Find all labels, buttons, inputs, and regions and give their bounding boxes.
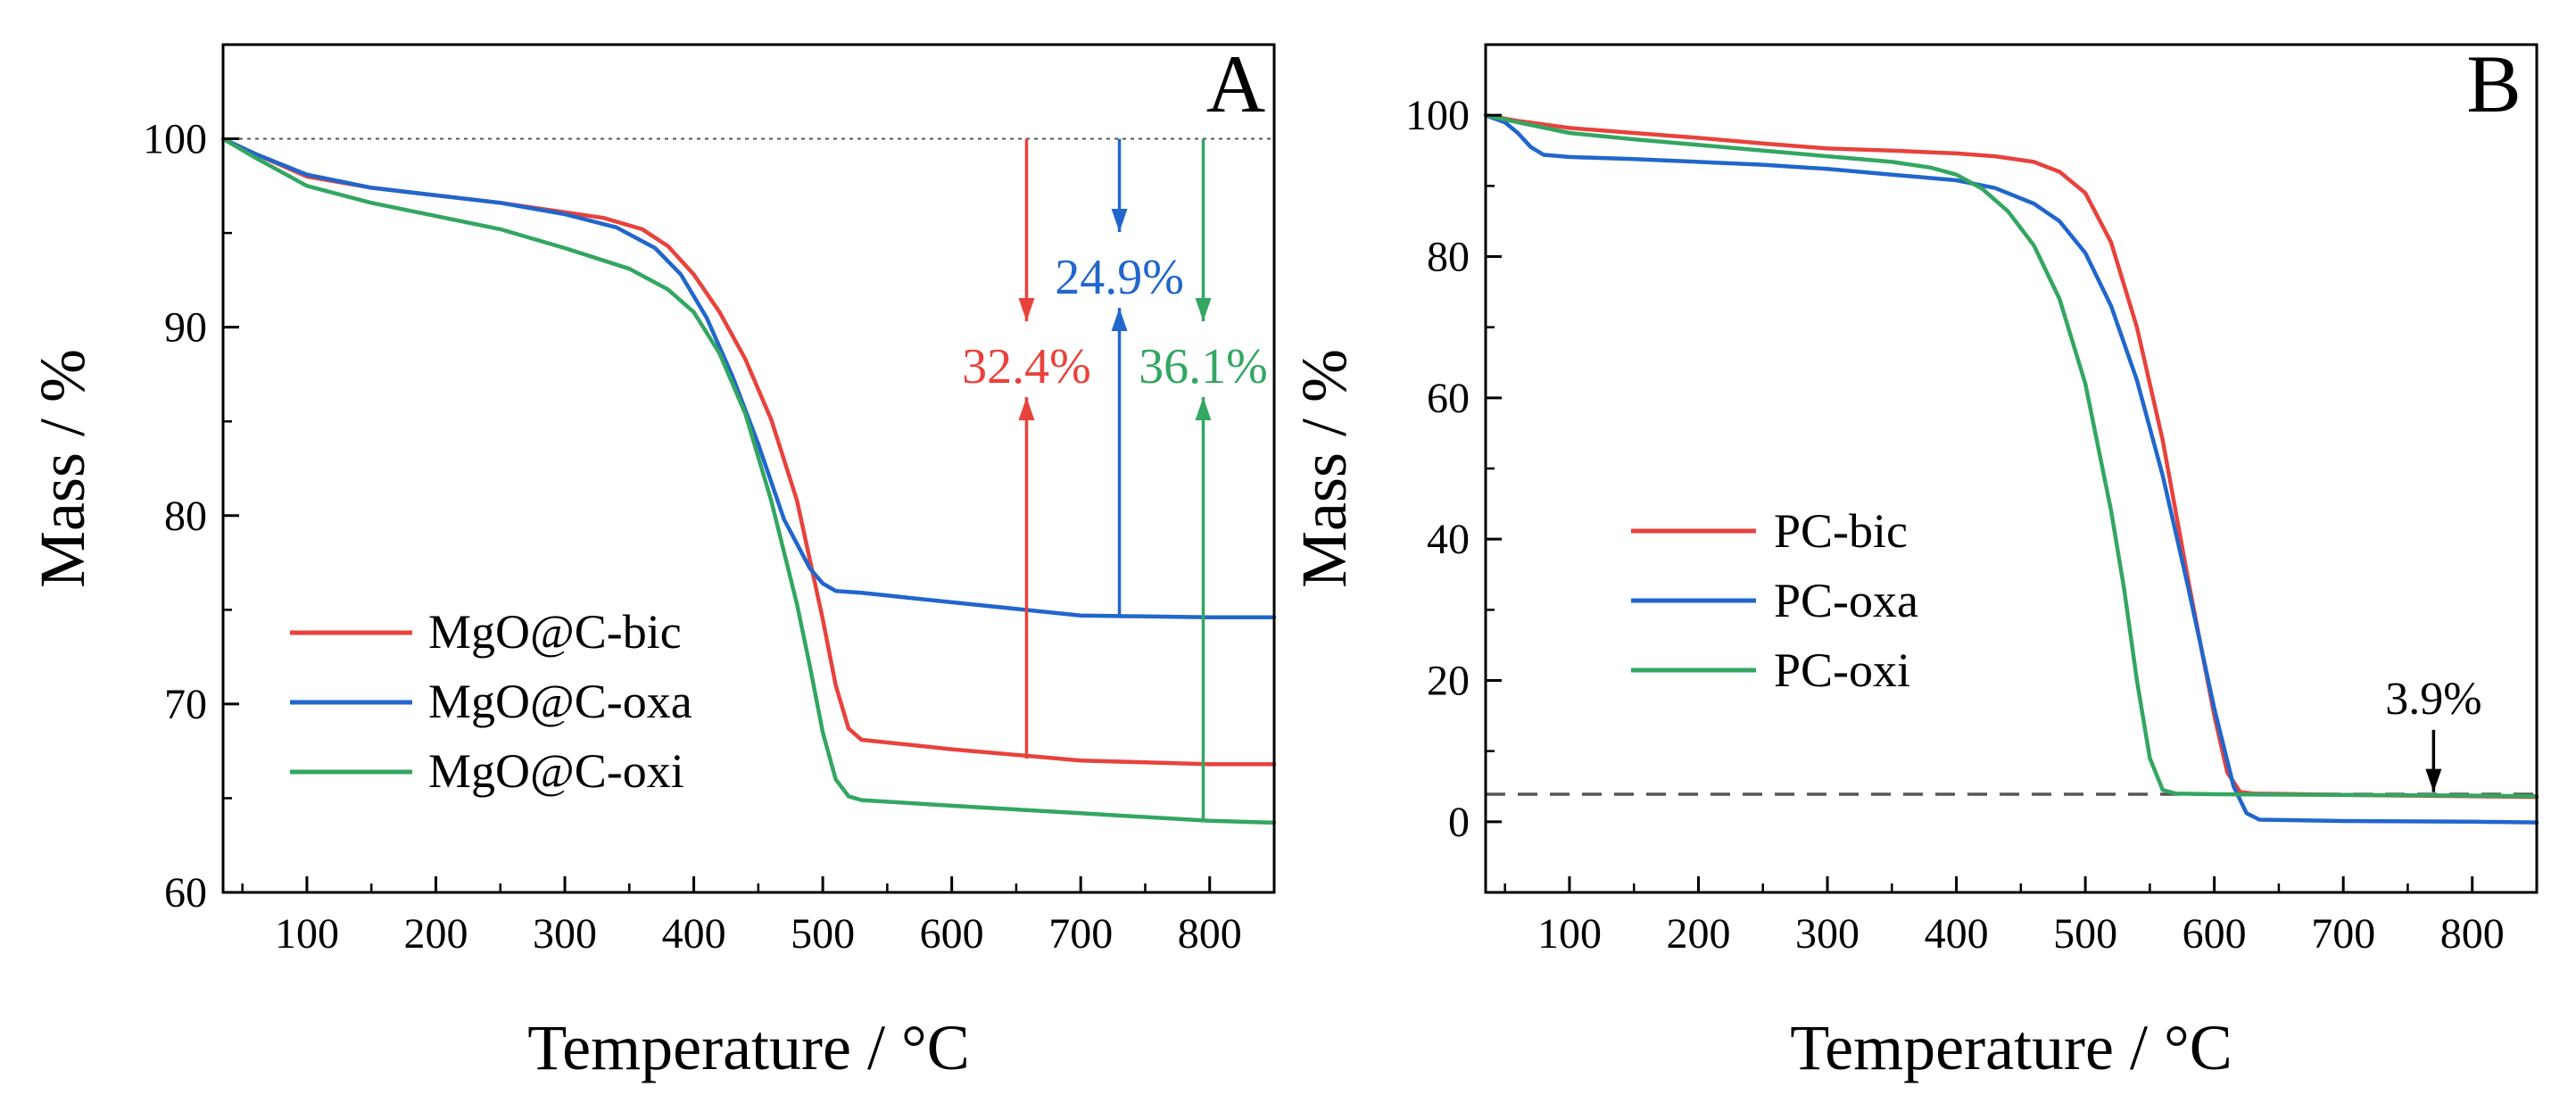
panel-b-series-layer <box>1483 112 2539 825</box>
panel-b-y-tick-label: 0 <box>1448 799 1470 846</box>
panel-a-y-tick-label: 70 <box>164 681 207 728</box>
panel-b-series-line-oxi <box>1483 112 2539 799</box>
panel-b-frame <box>1484 43 2539 894</box>
panel-b-x-tick-label: 400 <box>1925 910 1989 958</box>
panel-b-x-tick-label: 300 <box>1795 910 1860 958</box>
panel-b-ticks-layer: 100 200 300 400 500 600 700 800 0 20 40 60 80 100 <box>1405 92 2539 958</box>
panel-a-annotation-arrowhead <box>1018 397 1035 420</box>
panel-b-x-tick-label: 100 <box>1537 910 1602 958</box>
panel-a-annotation-arrowhead <box>1111 209 1128 232</box>
panel-a-legend-label-oxi: MgO@C-oxi <box>428 744 684 798</box>
panel-a-x-tick-label: 500 <box>791 910 855 958</box>
panel-a-ticks-layer: 100 200 300 400 500 600 700 800 60 70 80 90 100 <box>143 116 1276 958</box>
panel-a-x-axis-label: Temperature / °C <box>527 1012 970 1083</box>
panel-a-y-tick-label: 80 <box>164 493 207 540</box>
panel-a-x-tick-label: 300 <box>533 910 597 958</box>
panel-a-y-tick-label: 90 <box>164 304 207 352</box>
panel-a-annotation-label: 24.9% <box>1055 250 1184 305</box>
panel-b-x-tick-label: 200 <box>1666 910 1730 958</box>
panel-a-series-line-oxa <box>220 137 1277 620</box>
panel-a-legend-label-oxa: MgO@C-oxa <box>428 675 692 728</box>
panel-b-legend-label-bic: PC-bic <box>1774 504 1908 558</box>
panel-b-annotations-layer: 3.9% <box>2385 674 2482 792</box>
panel-b-y-tick-label: 60 <box>1427 375 1470 422</box>
panel-b-label: B <box>2466 38 2521 129</box>
panel-a-annotation-label: 32.4% <box>962 339 1091 394</box>
panel-b: 100 200 300 400 500 600 700 800 0 20 40 60 80 100 3.9… <box>1288 38 2539 1083</box>
panel-b-series-line-oxa <box>1483 112 2539 825</box>
panel-a-x-tick-label: 100 <box>275 910 339 958</box>
panel-b-y-tick-label: 20 <box>1427 658 1470 705</box>
panel-a-frame <box>221 43 1276 894</box>
panel-a-annotation-arrowhead <box>1111 308 1128 331</box>
panel-b-series-line-bic <box>1483 112 2539 800</box>
panel-a-legend-label-bic: MgO@C-bic <box>428 605 682 659</box>
panel-a-series-line-oxi <box>220 137 1277 825</box>
panel-a-annotation-arrowhead <box>1195 298 1212 321</box>
panel-a: 100 200 300 400 500 600 700 800 60 70 80 90 100 32.4… <box>27 38 1277 1083</box>
panel-b-annotation-arrowhead <box>2425 768 2442 792</box>
panel-b-x-axis-label: Temperature / °C <box>1790 1012 2232 1083</box>
panel-a-x-tick-label: 600 <box>920 910 984 958</box>
panel-b-x-tick-label: 600 <box>2183 910 2247 958</box>
panel-a-x-tick-label: 200 <box>403 910 468 958</box>
panel-a-y-tick-label: 60 <box>164 869 207 916</box>
panel-b-legend-label-oxi: PC-oxi <box>1774 643 1910 697</box>
panel-a-series-line-bic <box>220 137 1277 767</box>
panel-a-annotation-arrowhead <box>1018 298 1035 321</box>
panel-a-y-axis-label: Mass / % <box>27 349 98 588</box>
panel-a-legend: MgO@C-bic MgO@C-oxa MgO@C-oxi <box>290 605 692 798</box>
panel-a-y-tick-label: 100 <box>143 116 207 163</box>
panel-a-x-tick-label: 700 <box>1048 910 1113 958</box>
panel-a-annotation-arrowhead <box>1195 397 1212 420</box>
panel-a-x-tick-label: 400 <box>662 910 726 958</box>
panel-a-x-tick-label: 800 <box>1178 910 1242 958</box>
panel-a-annotation-label: 36.1% <box>1139 339 1268 394</box>
panel-a-label: A <box>1206 38 1265 129</box>
panel-b-x-tick-label: 800 <box>2440 910 2505 958</box>
panel-a-annotations-layer: 32.4% 24.9% 36.1% <box>962 138 1268 819</box>
panel-a-series-layer <box>220 137 1277 825</box>
panel-b-annotation-label: 3.9% <box>2385 674 2481 725</box>
panel-b-y-tick-label: 100 <box>1405 92 1470 139</box>
panel-b-legend-label-oxa: PC-oxa <box>1774 574 1918 627</box>
panel-b-x-tick-label: 700 <box>2311 910 2375 958</box>
panel-b-x-tick-label: 500 <box>2053 910 2117 958</box>
panel-b-y-tick-label: 40 <box>1427 516 1470 563</box>
panel-b-y-axis-label: Mass / % <box>1288 349 1360 588</box>
panel-b-y-tick-label: 80 <box>1427 234 1470 281</box>
panel-b-legend: PC-bic PC-oxa PC-oxi <box>1631 504 1918 697</box>
